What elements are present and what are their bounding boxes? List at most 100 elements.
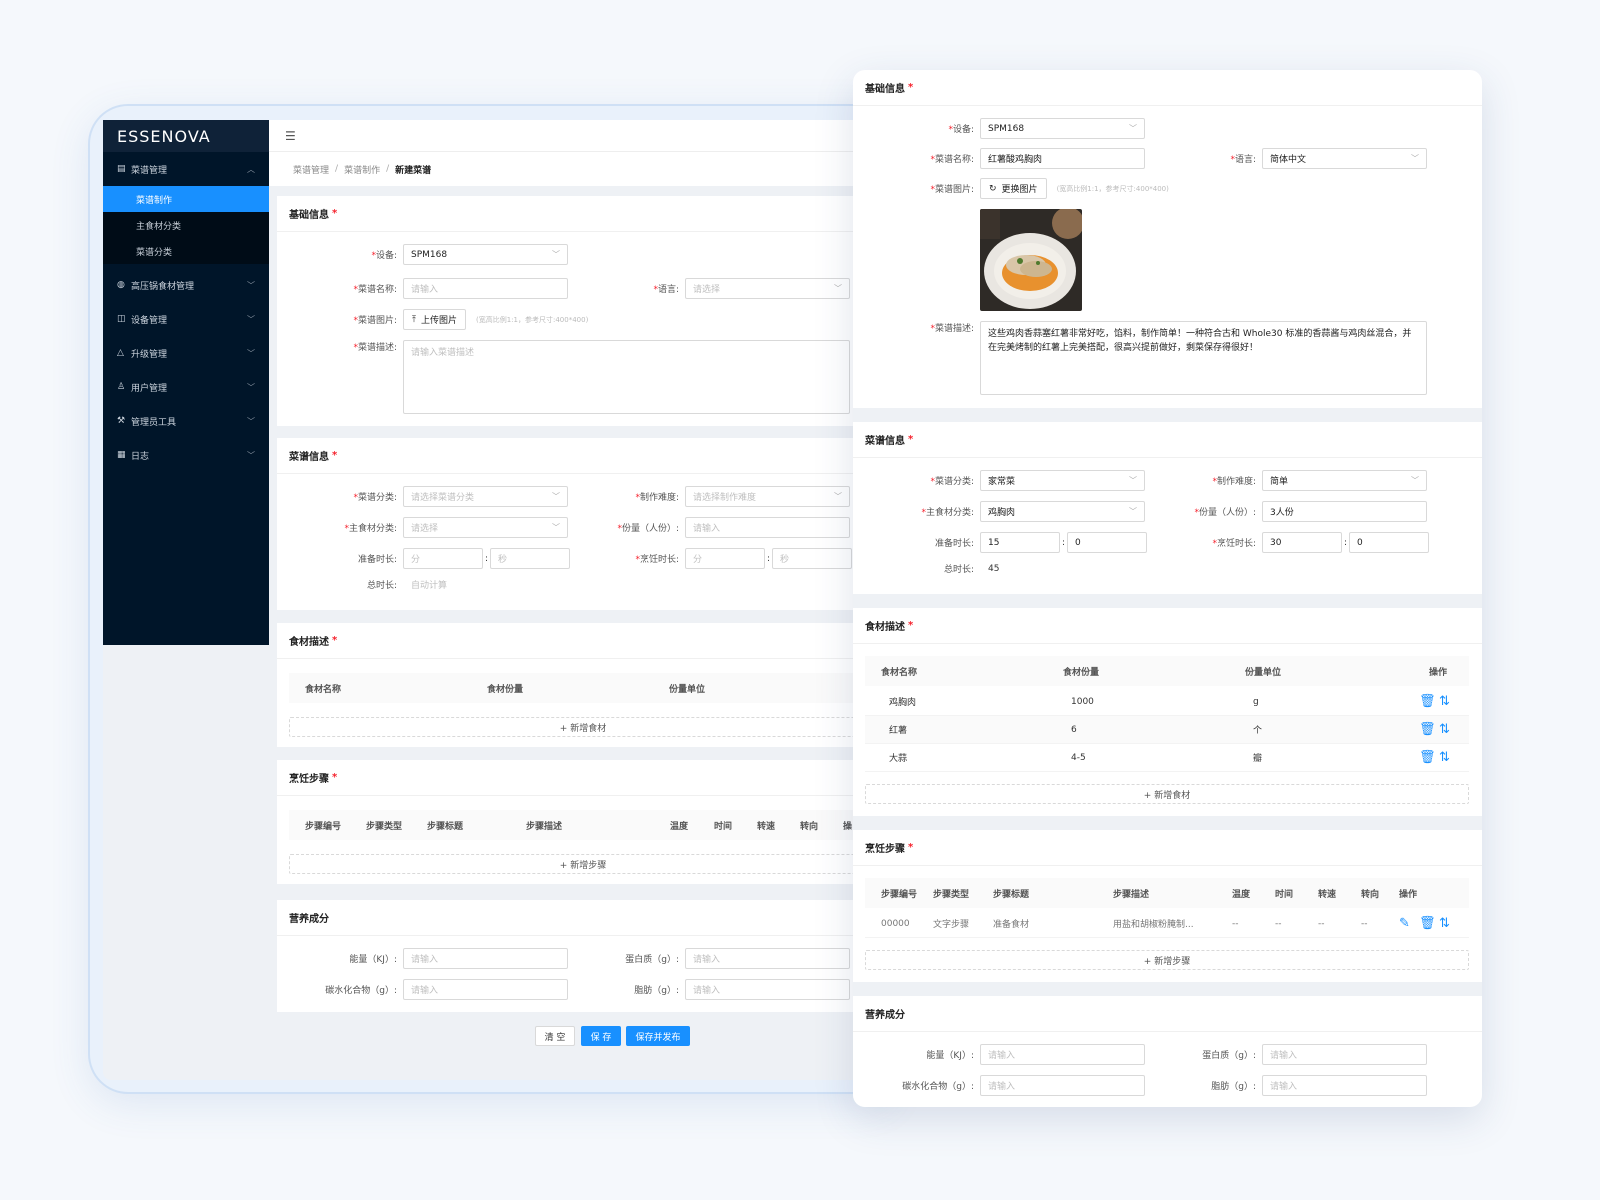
trash-icon[interactable]: 🗑 bbox=[1419, 750, 1436, 765]
carb-input[interactable]: 请输入 bbox=[980, 1075, 1145, 1096]
column-header: 温度 bbox=[1232, 889, 1251, 900]
sidebar-sub-main-ingredient[interactable]: 主食材分类 bbox=[103, 212, 269, 238]
recipe-name-input[interactable]: 红薯酸鸡胸肉 bbox=[980, 148, 1145, 169]
step-speed: -- bbox=[1318, 918, 1325, 929]
clear-button[interactable]: 清 空 bbox=[535, 1026, 575, 1046]
main-ingredient-select[interactable]: 鸡胸肉 ﹀ bbox=[980, 501, 1145, 522]
device-icon: ◫ bbox=[117, 314, 126, 324]
chevron-down-icon: ﹀ bbox=[1129, 124, 1137, 133]
sidebar-item-label: 用户管理 bbox=[131, 383, 168, 394]
add-ingredient-button[interactable]: + 新增食材 bbox=[865, 784, 1469, 804]
device-select[interactable]: SPM168 ﹀ bbox=[403, 244, 568, 265]
cook-seconds-input[interactable]: 秒 bbox=[772, 548, 853, 569]
upload-image-button[interactable]: ⤒ 上传图片 bbox=[403, 309, 466, 330]
prep-seconds-input[interactable]: 0 bbox=[1067, 532, 1148, 553]
difficulty-select[interactable]: 请选择制作难度 ﹀ bbox=[685, 486, 850, 507]
main-ingredient-select[interactable]: 请选择 ﹀ bbox=[403, 517, 568, 538]
recipe-category-select[interactable]: 家常菜 ﹀ bbox=[980, 470, 1145, 491]
add-step-button[interactable]: + 新增步骤 bbox=[865, 950, 1469, 970]
field-label: 碳水化合物（g）: bbox=[325, 986, 397, 996]
ingredient-name: 鸡胸肉 bbox=[889, 698, 917, 708]
prep-seconds-input[interactable]: 秒 bbox=[490, 548, 571, 569]
column-header: 转向 bbox=[800, 821, 819, 832]
recipe-description-textarea[interactable]: 这些鸡肉香蒜塞红薯非常好吃，馅料，制作简单！一种符合古和 Whole30 标准的… bbox=[980, 321, 1427, 395]
trash-icon[interactable]: 🗑 bbox=[1419, 722, 1436, 737]
sidebar-item-admin-tools[interactable]: ⚒ 管理员工具 ﹀ bbox=[103, 404, 269, 438]
language-select[interactable]: 简体中文 ﹀ bbox=[1262, 148, 1427, 169]
recipe-category-select[interactable]: 请选择菜谱分类 ﹀ bbox=[403, 486, 568, 507]
cook-seconds-input[interactable]: 0 bbox=[1349, 532, 1430, 553]
field-label: *烹饪时长: bbox=[635, 555, 679, 565]
upload-icon: ⤒ bbox=[412, 314, 416, 325]
trash-icon[interactable]: 🗑 bbox=[1419, 694, 1436, 709]
sidebar-item-upgrade[interactable]: △ 升级管理 ﹀ bbox=[103, 336, 269, 370]
field-label: *份量（人份）: bbox=[1194, 508, 1256, 518]
prep-minutes-input[interactable]: 15 bbox=[980, 532, 1060, 553]
fat-input[interactable]: 请输入 bbox=[1262, 1075, 1427, 1096]
field-label: 脂肪（g）: bbox=[634, 986, 679, 996]
field-label: *语言: bbox=[653, 285, 679, 295]
image-hint: (宽高比例1:1，参考尺寸:400*400) bbox=[476, 315, 589, 324]
field-label: 能量（KJ）: bbox=[926, 1051, 974, 1061]
recipe-description-textarea[interactable]: 请输入菜谱描述 bbox=[403, 340, 850, 414]
section-title: 烹饪步骤 * bbox=[853, 830, 1482, 866]
sidebar-sub-recipe-category[interactable]: 菜谱分类 bbox=[103, 238, 269, 264]
field-label: *菜谱名称: bbox=[353, 285, 397, 295]
breadcrumb-item[interactable]: 菜谱管理 bbox=[293, 165, 330, 176]
menu-collapse-icon[interactable]: ☰ bbox=[285, 128, 296, 143]
field-label: *烹饪时长: bbox=[1212, 539, 1256, 549]
difficulty-select[interactable]: 简单 ﹀ bbox=[1262, 470, 1427, 491]
ingredient-name: 红薯 bbox=[889, 726, 908, 736]
carb-input[interactable]: 请输入 bbox=[403, 979, 568, 1000]
cook-minutes-input[interactable]: 分 bbox=[685, 548, 765, 569]
section-title: 食材描述 * bbox=[277, 623, 873, 659]
recipe-name-input[interactable]: 请输入 bbox=[403, 278, 568, 299]
column-header: 步骤编号 bbox=[305, 821, 342, 832]
save-button[interactable]: 保 存 bbox=[581, 1026, 621, 1046]
field-label: *主食材分类: bbox=[344, 524, 397, 534]
change-image-button[interactable]: ↻ 更换图片 bbox=[980, 178, 1047, 199]
protein-input[interactable]: 请输入 bbox=[685, 948, 850, 969]
energy-input[interactable]: 请输入 bbox=[403, 948, 568, 969]
sidebar-item-label: 设备管理 bbox=[131, 315, 168, 326]
chevron-down-icon: ﹀ bbox=[834, 284, 842, 293]
sort-icon[interactable]: ⇅ bbox=[1439, 916, 1450, 931]
add-step-button[interactable]: + 新增步骤 bbox=[289, 854, 873, 874]
section-title: 营养成分 bbox=[853, 996, 1482, 1032]
edit-icon[interactable]: ✎ bbox=[1399, 916, 1410, 931]
sidebar-item-user[interactable]: ♙ 用户管理 ﹀ bbox=[103, 370, 269, 404]
sort-icon[interactable]: ⇅ bbox=[1439, 750, 1450, 765]
field-label: *菜谱名称: bbox=[930, 155, 974, 165]
protein-input[interactable]: 请输入 bbox=[1262, 1044, 1427, 1065]
column-header: 操作 bbox=[1429, 667, 1448, 678]
device-select[interactable]: SPM168 ﹀ bbox=[980, 118, 1145, 139]
language-select[interactable]: 请选择 ﹀ bbox=[685, 278, 850, 299]
fat-input[interactable]: 请输入 bbox=[685, 979, 850, 1000]
sidebar-item-device[interactable]: ◫ 设备管理 ﹀ bbox=[103, 302, 269, 336]
sidebar-item-pot[interactable]: ◍ 高压锅食材管理 ﹀ bbox=[103, 268, 269, 302]
column-header: 时间 bbox=[714, 821, 733, 832]
table-row: 红薯 6 个 🗑 ⇅ bbox=[865, 716, 1469, 744]
add-ingredient-button[interactable]: + 新增食材 bbox=[289, 717, 873, 737]
servings-input[interactable]: 3人份 bbox=[1262, 501, 1427, 522]
sidebar-item-recipe-management[interactable]: ▤ 菜谱管理 ︿ bbox=[103, 152, 269, 186]
field-label: 准备时长: bbox=[934, 539, 974, 549]
energy-input[interactable]: 请输入 bbox=[980, 1044, 1145, 1065]
field-label: 准备时长: bbox=[357, 555, 397, 565]
sidebar-item-log[interactable]: ▦ 日志 ﹀ bbox=[103, 438, 269, 472]
sidebar-sub-recipe-making[interactable]: 菜谱制作 bbox=[103, 186, 269, 212]
nutrition-card: 营养成分 能量（KJ）: 请输入 蛋白质（g）: 请输入 碳水化合物（g）: 请输入 … bbox=[853, 996, 1482, 1107]
trash-icon[interactable]: 🗑 bbox=[1419, 916, 1436, 931]
step-temperature: -- bbox=[1232, 918, 1239, 929]
prep-minutes-input[interactable]: 分 bbox=[403, 548, 483, 569]
column-header: 时间 bbox=[1275, 889, 1294, 900]
sort-icon[interactable]: ⇅ bbox=[1439, 722, 1450, 737]
chevron-down-icon: ﹀ bbox=[552, 492, 560, 501]
basic-info-card: 基础信息 * *设备: SPM168 ﹀ *菜谱名称: 请输入 *语言: 请选择 ﹀ *菜谱… bbox=[277, 196, 873, 426]
breadcrumb-item[interactable]: 菜谱制作 bbox=[344, 165, 381, 176]
cook-minutes-input[interactable]: 30 bbox=[1262, 532, 1342, 553]
column-header: 转速 bbox=[757, 821, 776, 832]
sort-icon[interactable]: ⇅ bbox=[1439, 694, 1450, 709]
save-publish-button[interactable]: 保存并发布 bbox=[626, 1026, 690, 1046]
servings-input[interactable]: 请输入 bbox=[685, 517, 850, 538]
